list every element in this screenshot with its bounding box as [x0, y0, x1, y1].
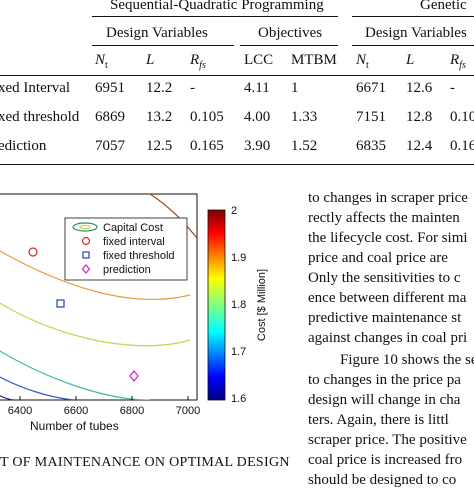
cell: 7151 — [356, 109, 386, 125]
cell: 6951 — [95, 80, 125, 96]
row-label: xed Interval — [0, 80, 71, 96]
cell: 0.105 — [190, 109, 224, 125]
cell: 1.33 — [291, 109, 318, 125]
subheader-design-variables: Design Variables — [106, 25, 208, 41]
cell: 6869 — [95, 109, 125, 125]
cell: 4.11 — [244, 80, 270, 96]
colorbar-tick-label: 2 — [231, 205, 237, 217]
x-tick-label: 6400 — [8, 405, 32, 417]
rule-sub-2 — [240, 45, 338, 46]
cell: - — [190, 80, 195, 96]
cell: 1.52 — [291, 138, 318, 154]
subheader-objectives: Objectives — [258, 25, 323, 41]
text-line: to changes in the price pa — [308, 372, 461, 388]
text-line: ence between different ma — [308, 290, 467, 306]
cell: 6671 — [356, 80, 386, 96]
x-tick-label: 6800 — [120, 405, 144, 417]
marker-fixed-interval — [28, 247, 38, 257]
legend: Capital Cost fixed interval fixed thresh… — [64, 217, 188, 281]
colorbar-tick-label: 1.8 — [231, 299, 246, 311]
cell: 3.90 — [244, 138, 271, 154]
col-rfs: Rfs — [190, 52, 206, 71]
legend-swatch-interval — [81, 236, 91, 246]
rule-sub-1 — [92, 45, 234, 46]
contour-line — [0, 395, 15, 400]
rule-header — [0, 75, 474, 76]
text-line: scraper price. The positive — [308, 432, 467, 448]
rule-sub-3 — [352, 45, 474, 46]
rule-group-ga — [352, 16, 474, 17]
legend-swatch-prediction — [81, 264, 91, 274]
cell: 12.8 — [406, 109, 433, 125]
contour-line — [0, 302, 191, 347]
row-label: ediction — [0, 138, 47, 154]
legend-label-interval: fixed interval — [103, 236, 165, 248]
subheader-design-variables-ga: Design Variables — [365, 25, 467, 41]
text-line: price and coal price are — [308, 250, 448, 266]
text-line: should be designed to co — [308, 472, 457, 488]
cell: 12.4 — [406, 138, 433, 154]
text-line: to changes in scraper price — [308, 190, 468, 206]
cell: 13.2 — [146, 109, 173, 125]
colorbar-label: Cost [$ Million] — [256, 269, 268, 341]
group-header-sqp: Sequential-Quadratic Programming — [110, 0, 324, 13]
cell: 12.2 — [146, 80, 173, 96]
cell: 7057 — [95, 138, 125, 154]
text-line: design will change in cha — [308, 392, 461, 408]
text-line: ters. Again, there is littl — [308, 412, 449, 428]
row-label: xed threshold — [0, 109, 80, 125]
col-n-t-ga: Nt — [356, 52, 369, 71]
x-tick-label: 6600 — [64, 405, 88, 417]
rule-group — [92, 16, 338, 17]
text-line: Only the sensitivities to c — [308, 270, 461, 286]
contour-line — [0, 376, 76, 400]
legend-swatch-capital-cost — [72, 222, 98, 232]
cell: 12.5 — [146, 138, 173, 154]
col-l: L — [146, 52, 155, 68]
cell: 0.165 — [190, 138, 224, 154]
legend-swatch-threshold — [82, 251, 90, 259]
colorbar — [207, 209, 226, 401]
marker-fixed-threshold — [56, 299, 65, 308]
colorbar-tick-label: 1.6 — [231, 393, 246, 405]
cell: 0.16 — [450, 138, 474, 154]
cell: 0.10 — [450, 109, 474, 125]
text-line: against changes in coal pri — [308, 330, 468, 346]
cell: 4.00 — [244, 109, 271, 125]
col-lcc: LCC — [244, 52, 274, 68]
marker-prediction — [129, 370, 139, 382]
text-line: rectly affects the mainten — [308, 210, 460, 226]
cell: 12.6 — [406, 80, 433, 96]
text-line: Figure 10 shows the se — [340, 352, 474, 368]
col-rfs-ga: Rfs — [450, 52, 466, 71]
contour-line — [0, 250, 191, 301]
colorbar-tick-label: 1.9 — [231, 252, 246, 264]
contour-figure: Capital Cost fixed interval fixed thresh… — [0, 193, 268, 433]
legend-label-capital-cost: Capital Cost — [103, 222, 163, 234]
colorbar-tick-label: 1.7 — [231, 346, 246, 358]
col-l-ga: L — [406, 52, 415, 68]
text-line: predictive maintenance st — [308, 310, 462, 326]
cell: 1 — [291, 80, 299, 96]
x-axis-label: Number of tubes — [30, 419, 119, 433]
cell: - — [450, 80, 455, 96]
rule-bottom — [0, 164, 474, 165]
text-line: coal price is increased fro — [308, 452, 463, 468]
legend-label-threshold: fixed threshold — [103, 250, 175, 262]
cell: 6835 — [356, 138, 386, 154]
figure-caption: T OF MAINTENANCE ON OPTIMAL DESIGN — [0, 455, 290, 470]
legend-label-prediction: prediction — [103, 264, 151, 276]
text-line: the lifecycle cost. For simi — [308, 230, 468, 246]
col-mtbm: MTBM — [291, 52, 337, 68]
group-header-ga: Genetic — [420, 0, 467, 13]
x-tick-label: 7000 — [176, 405, 200, 417]
col-n-t: Nt — [95, 52, 108, 71]
